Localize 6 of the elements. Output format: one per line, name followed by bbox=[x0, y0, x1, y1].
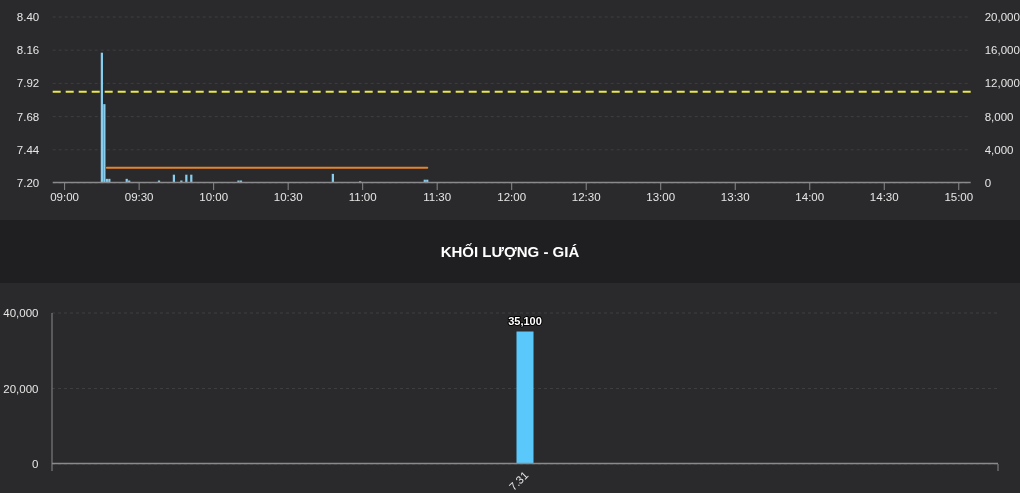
x-tick-label: 7.31 bbox=[506, 468, 531, 493]
chart-title: KHỐI LƯỢNG - GIÁ bbox=[440, 242, 580, 260]
y-tick-label: 40,000 bbox=[3, 307, 39, 320]
data-label: 35,100 bbox=[508, 315, 542, 328]
y-tick-label: 20,000 bbox=[3, 382, 39, 395]
y-tick-label: 0 bbox=[32, 458, 39, 471]
